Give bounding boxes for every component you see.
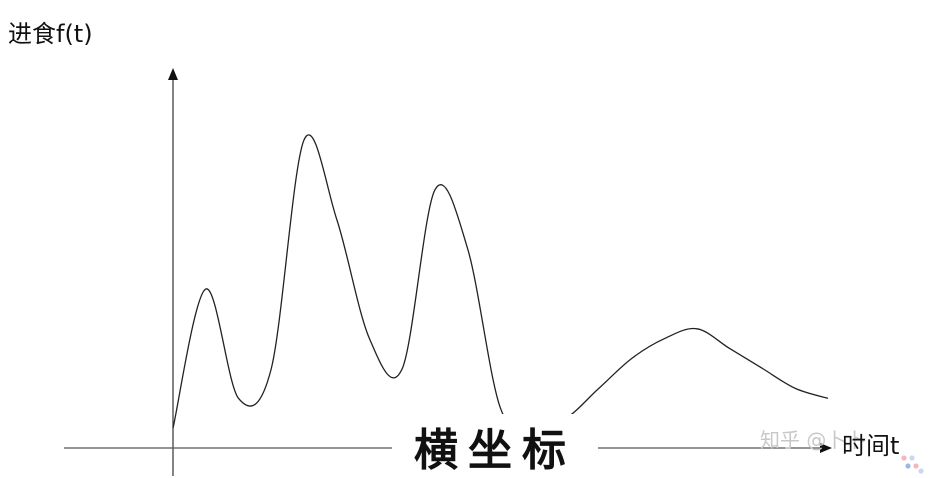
logo-dot	[901, 455, 907, 461]
watermark: 知乎 @卜卜	[760, 428, 867, 452]
logo-dot	[909, 455, 915, 461]
series-line	[172, 134, 829, 430]
y-axis-arrow	[168, 68, 178, 80]
logo-dot	[905, 463, 911, 469]
chart-subtitle: 横坐标	[392, 414, 598, 478]
x-axis-label: 时间t	[842, 432, 900, 460]
y-axis-label: 进食f(t)	[8, 20, 93, 48]
x-axis-arrow	[820, 443, 832, 453]
logo-dots-icon	[901, 455, 924, 474]
logo-dot	[913, 463, 919, 469]
logo-dot	[918, 468, 924, 474]
